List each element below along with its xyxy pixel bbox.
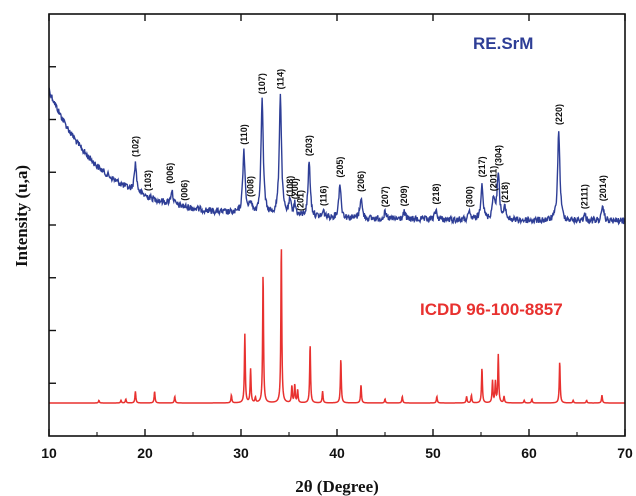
peak-label: (300) [465,186,475,207]
peak-label: (203) [304,135,314,156]
series-label-experimental: RE.SrM [473,34,533,53]
x-axis-title: 2θ (Degree) [295,477,379,496]
peak-label: (201) [296,190,306,211]
y-axis-title: Intensity (u,a) [12,165,31,267]
x-tick-label: 50 [425,445,441,461]
peak-label: (218) [431,183,441,204]
peak-label: (206) [356,171,366,192]
peak-label: (209) [399,185,409,206]
peak-label: (2111) [580,184,590,209]
plot-frame [48,13,626,437]
peak-label: (006) [165,163,175,184]
x-tick-label: 70 [617,445,633,461]
series-line-experimental [48,87,626,226]
peak-label: (116) [319,185,329,206]
peak-label: (006) [179,180,189,201]
peak-label: (304) [493,145,503,166]
peak-label: (200) [290,178,300,199]
peak-label: (207) [380,186,390,207]
peak-label: (220) [554,104,564,125]
peak-label: (2011) [489,166,499,192]
plot-area: (102) (103) (006) (006) (110) (008) (107) (114)… [41,13,633,461]
x-tick-label: 60 [521,445,537,461]
peak-label: (218) [500,182,510,203]
series-label-reference: ICDD 96-100-8857 [420,300,563,319]
x-tick-label: 20 [137,445,153,461]
peak-label: (217) [477,156,487,177]
peak-label: (114) [275,69,285,90]
peak-label: (102) [130,136,140,157]
peak-label: (110) [239,124,249,145]
peak-label: (008) [246,176,256,197]
peak-label: (103) [143,170,153,191]
x-tick-label: 40 [329,445,345,461]
peak-label: (108) [285,176,295,197]
x-tick-label: 30 [233,445,249,461]
peak-label: (107) [257,73,267,94]
peak-label: (205) [335,157,345,178]
series-line-reference [49,249,625,404]
x-tick-label: 10 [41,445,57,461]
peak-label: (2014) [598,175,608,201]
